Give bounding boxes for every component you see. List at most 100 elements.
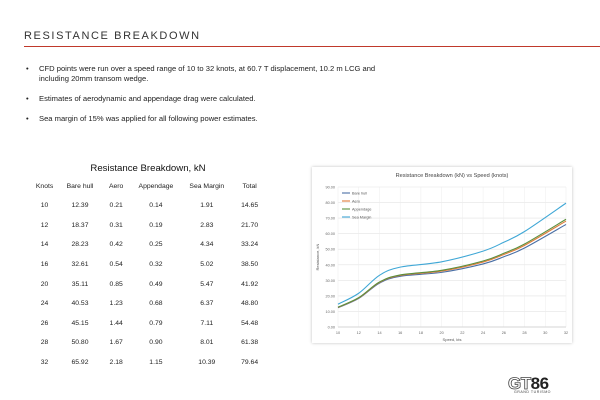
table-cell: 12 [40,221,49,229]
legend-label: Bare hull [352,191,367,195]
gt86-logo: GT86 GRAND TURISMO [508,375,570,395]
chart-title: Resistance Breakdown (kN) vs Speed (knot… [396,173,509,179]
table-cell: 0.85 [109,280,123,288]
x-axis-label: Speed, kts [443,337,462,342]
table-cell: 0.19 [149,221,163,229]
table-cell: 41.92 [241,280,259,288]
x-tick-label: 14 [377,331,381,335]
table-cell: 6.37 [200,300,214,308]
table-cell: 7.11 [200,319,214,327]
table-cell: 1.67 [109,339,123,347]
x-tick-label: 30 [543,331,547,335]
logo-subtitle: GRAND TURISMO [514,390,551,394]
column-header: Bare hull [66,183,94,190]
table-cell: 10 [40,202,49,210]
table-cell: 0.54 [109,261,123,269]
series-line-appendage [337,218,567,308]
table-cell: 61.38 [241,339,259,347]
column-header: Aero [108,183,124,190]
table-cell: 1.44 [109,319,123,327]
table-cell: 0.49 [149,280,163,288]
table-cell: 0.68 [149,300,163,308]
table-cell: 65.92 [71,359,89,367]
table-row: 26 45.15 1.44 0.79 7.11 54.48 [30,314,266,334]
y-tick-label: 90.00 [325,186,335,190]
table-cell: 5.02 [200,261,214,269]
x-tick-label: 32 [564,331,568,335]
table-cell: 12.39 [71,202,89,210]
x-tick-label: 26 [502,331,506,335]
y-tick-label: 10.00 [325,310,335,314]
logo-gt-text: GT [508,374,532,393]
logo-wordmark: GT86 [508,374,549,393]
table-header-row: Knots Bare hull Aero Appendage Sea Margi… [30,183,266,196]
bullet-list: CFD points were run over a speed range o… [26,64,406,134]
x-tick-label: 22 [460,331,464,335]
table-cell: 0.90 [149,339,163,347]
table-row: 28 50.80 1.67 0.90 8.01 61.38 [30,333,266,353]
table-cell: 0.31 [109,221,123,229]
y-tick-label: 70.00 [325,217,335,221]
table-cell: 48.80 [241,300,259,308]
column-header: Appendage [138,183,174,190]
table-cell: 28.23 [71,241,89,249]
table-cell: 20 [40,280,49,288]
table-cell: 79.64 [241,359,259,367]
table-cell: 1.23 [109,300,123,308]
table-cell: 28 [40,339,49,347]
table-cell: 5.47 [200,280,214,288]
column-header: Total [242,183,257,190]
x-tick-label: 18 [419,331,423,335]
chart-panel: 0.00 10.00 20.00 30.00 40.00 50.00 60.00 70.00 8… [312,167,572,343]
table-cell: 54.48 [241,319,259,327]
y-tick-label: 80.00 [325,201,335,205]
x-tick-label: 16 [398,331,402,335]
table-cell: 0.79 [149,319,163,327]
legend-label: Sea Margin [352,215,371,219]
table-cell: 21.70 [241,221,259,229]
table-cell: 45.15 [71,319,89,327]
table-cell: 0.42 [109,241,123,249]
table-cell: 0.21 [109,202,123,210]
y-tick-label: 40.00 [325,263,335,267]
legend-label: Aero [352,199,360,203]
y-tick-label: 0.00 [328,326,335,330]
title-divider [24,46,600,47]
table-row: 32 65.92 2.18 1.15 10.39 79.64 [30,353,266,373]
series-line-sea-margin [337,202,567,305]
table-cell: 0.14 [149,202,163,210]
table-cell: 16 [40,261,49,269]
x-tick-label: 10 [336,331,340,335]
table-cell: 35.11 [71,280,89,288]
table-cell: 38.50 [241,261,259,269]
column-header: Knots [35,183,54,190]
table-row: 20 35.11 0.85 0.49 5.47 41.92 [30,274,266,294]
table-cell: 0.25 [149,241,163,249]
logo-number-text: 86 [530,374,549,393]
table-row: 16 32.61 0.54 0.32 5.02 38.50 [30,255,266,275]
y-tick-label: 20.00 [325,294,335,298]
bullet-item: CFD points were run over a speed range o… [26,64,406,84]
table-cell: 26 [40,319,49,327]
table-cell: 0.32 [149,261,163,269]
bullet-item: Estimates of aerodynamic and appendage d… [26,94,406,104]
x-tick-label: 24 [481,331,485,335]
table-cell: 18.37 [71,221,89,229]
table-cell: 1.15 [149,359,163,367]
legend-label: Appendage [352,207,371,211]
table-cell: 2.18 [109,359,123,367]
table-cell: 32 [40,359,49,367]
x-tick-label: 12 [357,331,361,335]
y-tick-label: 50.00 [325,248,335,252]
table-cell: 8.01 [200,339,214,347]
table-cell: 2.83 [200,221,214,229]
x-tick-label: 28 [522,331,526,335]
y-tick-label: 30.00 [325,279,335,283]
table-row: 12 18.37 0.31 0.19 2.83 21.70 [30,216,266,236]
y-tick-label: 60.00 [325,232,335,236]
x-tick-label: 20 [440,331,444,335]
resistance-chart: 0.00 10.00 20.00 30.00 40.00 50.00 60.00 70.00 8… [315,173,568,342]
table-cell: 32.61 [71,261,89,269]
y-axis-label: Resistance, kN [315,243,320,270]
table-cell: 24 [40,300,49,308]
